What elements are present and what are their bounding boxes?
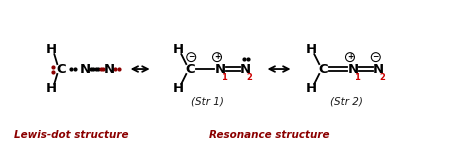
Text: +: + [347, 52, 353, 61]
Text: N: N [214, 62, 226, 76]
Text: N: N [240, 62, 251, 76]
Text: C: C [185, 62, 195, 76]
Text: (Str 1): (Str 1) [191, 97, 224, 107]
Text: N: N [103, 62, 114, 76]
Text: C: C [56, 62, 66, 76]
Text: Lewis-dot structure: Lewis-dot structure [14, 130, 128, 140]
Text: N: N [373, 62, 384, 76]
Text: H: H [46, 82, 57, 95]
Text: H: H [46, 43, 57, 56]
Text: H: H [306, 82, 317, 95]
Text: 2: 2 [247, 74, 253, 82]
Text: −: − [188, 52, 194, 61]
Text: N: N [347, 62, 358, 76]
Text: N: N [80, 62, 91, 76]
Text: −: − [373, 52, 379, 61]
Text: 2: 2 [380, 74, 386, 82]
Text: C: C [319, 62, 328, 76]
Text: (Str 2): (Str 2) [329, 97, 363, 107]
Text: 1: 1 [354, 74, 360, 82]
Text: H: H [173, 82, 184, 95]
Text: H: H [173, 43, 184, 56]
Text: Resonance structure: Resonance structure [210, 130, 330, 140]
Text: +: + [214, 52, 220, 61]
Text: 1: 1 [221, 74, 227, 82]
Text: H: H [306, 43, 317, 56]
